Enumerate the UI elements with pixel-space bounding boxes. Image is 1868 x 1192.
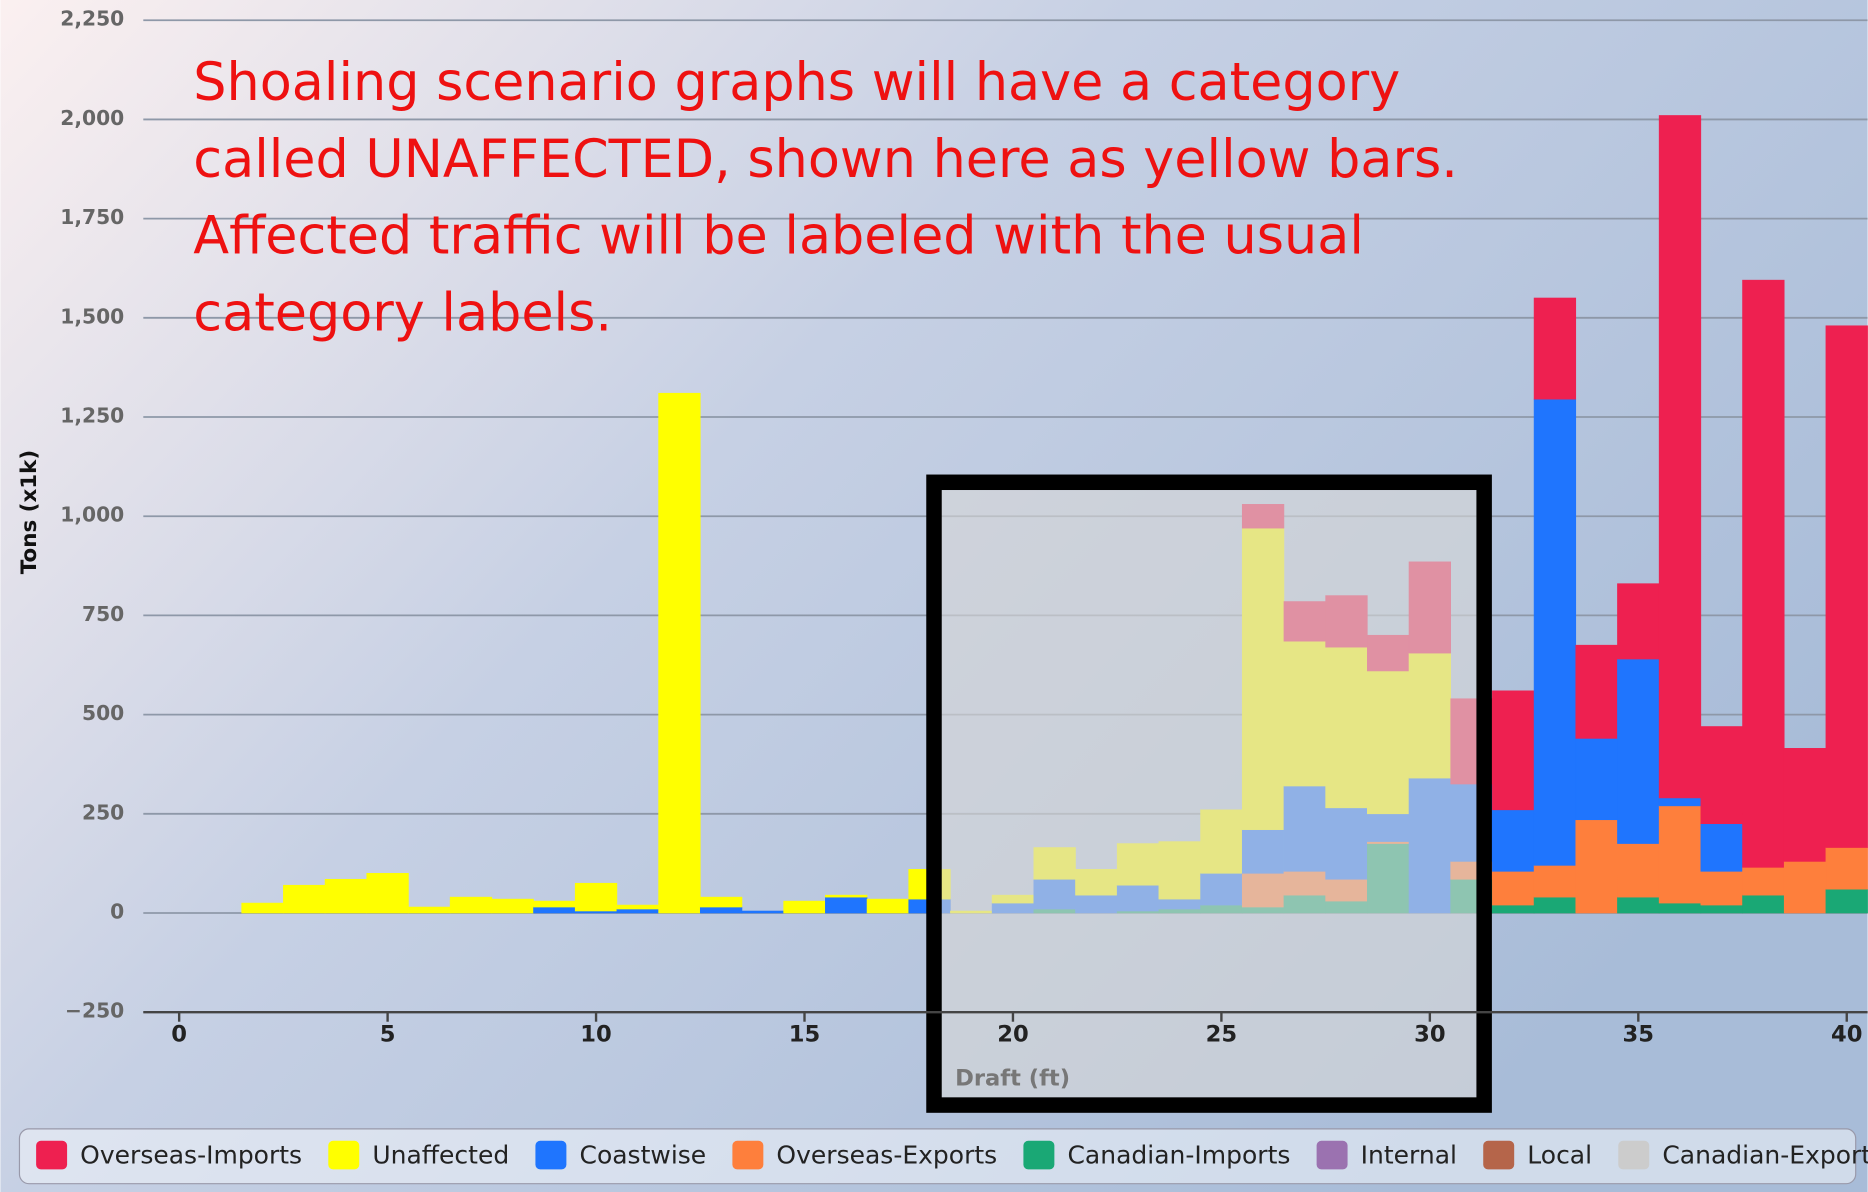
bar-segment (1533, 896, 1577, 914)
bar-segment (1617, 843, 1660, 898)
bar-segment (1575, 819, 1618, 914)
y-tick-label: 2,000 (60, 106, 124, 130)
y-tick-label: 750 (82, 602, 124, 626)
annotation-line: Shoaling scenario graphs will have a cat… (193, 52, 1400, 113)
bar-segment (1492, 690, 1535, 811)
bar-segment (1700, 871, 1743, 906)
x-tick-label: 40 (1831, 1021, 1862, 1047)
x-tick-label: 30 (1414, 1021, 1445, 1047)
bar-segment (783, 900, 826, 914)
bar-segment (1617, 583, 1660, 660)
bar-segment (1825, 847, 1868, 890)
bar-segment (1617, 658, 1660, 844)
y-tick-label: 1,250 (60, 404, 124, 428)
y-tick-label: −250 (65, 999, 124, 1023)
bar-segment (1658, 805, 1702, 904)
bar-segment (866, 898, 910, 914)
bar-segment (658, 392, 701, 914)
bar-segment (1700, 904, 1743, 914)
legend-label: Internal (1361, 1140, 1457, 1169)
bar-segment (533, 906, 576, 914)
bar-segment (1533, 865, 1577, 898)
x-tick-label: 35 (1623, 1021, 1654, 1047)
x-tick-label: 0 (171, 1021, 187, 1047)
bar-segment (324, 878, 368, 914)
bar-segment (1533, 398, 1577, 866)
bar-segment (1783, 748, 1827, 862)
legend-swatch (1316, 1140, 1348, 1170)
legend-swatch (535, 1140, 567, 1170)
bar-segment (1575, 644, 1618, 739)
annotation-line: Affected traffic will be labeled with th… (193, 206, 1364, 267)
bar-segment (1617, 896, 1660, 914)
bar-segment (1492, 871, 1535, 906)
legend-box (18, 1128, 1857, 1185)
highlight-box (926, 474, 1492, 1113)
legend-swatch (1483, 1140, 1515, 1170)
bar-segment (491, 898, 534, 914)
y-tick-label: 500 (82, 701, 124, 725)
bar-segment (1533, 297, 1577, 400)
bar-segment (616, 904, 659, 910)
y-tick-label: 1,000 (60, 503, 124, 527)
bar-segment (1700, 726, 1743, 825)
bar-segment (449, 896, 493, 914)
x-tick-label: 25 (1206, 1021, 1237, 1047)
y-axis-label: Tons (x1k) (17, 450, 42, 574)
bar-segment (1742, 867, 1785, 896)
legend-label: Overseas-Imports (80, 1140, 302, 1169)
x-tick-label: 15 (789, 1021, 820, 1047)
bar-segment (1742, 279, 1785, 868)
x-tick-label: 20 (997, 1021, 1028, 1047)
legend-label: Local (1527, 1140, 1592, 1169)
bar-segment (283, 884, 326, 914)
x-tick-label: 10 (580, 1021, 611, 1047)
bar-segment (616, 908, 659, 914)
bar-segment (825, 896, 868, 914)
bar-segment (1700, 823, 1743, 872)
bar-segment (1492, 904, 1535, 914)
bar-segment (1575, 738, 1618, 821)
bar-segment (408, 906, 451, 914)
legend-label: Overseas-Exports (776, 1140, 997, 1169)
bar-segment (1658, 902, 1702, 914)
y-tick-label: 2,250 (60, 7, 124, 31)
y-tick-label: 0 (110, 899, 124, 923)
legend-swatch (36, 1140, 68, 1170)
bar-segment (699, 896, 743, 908)
bar-segment (1783, 861, 1827, 914)
bar-segment (741, 910, 784, 914)
bar-segment (825, 894, 868, 898)
legend-label: Canadian-Exports (1662, 1140, 1868, 1169)
legend-swatch (1023, 1140, 1055, 1170)
legend-label: Unaffected (372, 1140, 509, 1169)
bar-segment (241, 902, 284, 914)
x-axis-label: Draft (ft) (955, 1065, 1070, 1091)
bar-segment (699, 906, 743, 914)
y-tick-label: 1,500 (60, 304, 124, 328)
annotation-line: called UNAFFECTED, shown here as yellow … (193, 129, 1458, 190)
x-tick-label: 5 (380, 1021, 396, 1047)
bar-segment (366, 873, 409, 914)
annotation-line: category labels. (193, 282, 612, 343)
legend-swatch (1618, 1140, 1650, 1170)
legend-swatch (328, 1140, 360, 1170)
y-tick-label: 1,750 (60, 205, 124, 229)
legend-label: Canadian-Imports (1067, 1140, 1290, 1169)
bar-segment (1658, 797, 1702, 807)
bar-segment (1825, 325, 1868, 848)
bar-segment (1825, 888, 1868, 914)
bar-segment (1492, 809, 1535, 872)
legend-label: Coastwise (579, 1140, 706, 1169)
y-tick-label: 250 (82, 800, 124, 824)
bar-segment (1658, 115, 1702, 799)
bar-segment (574, 882, 618, 912)
legend-swatch (732, 1140, 764, 1170)
bar-segment (1742, 894, 1785, 914)
bar-segment (533, 900, 576, 908)
